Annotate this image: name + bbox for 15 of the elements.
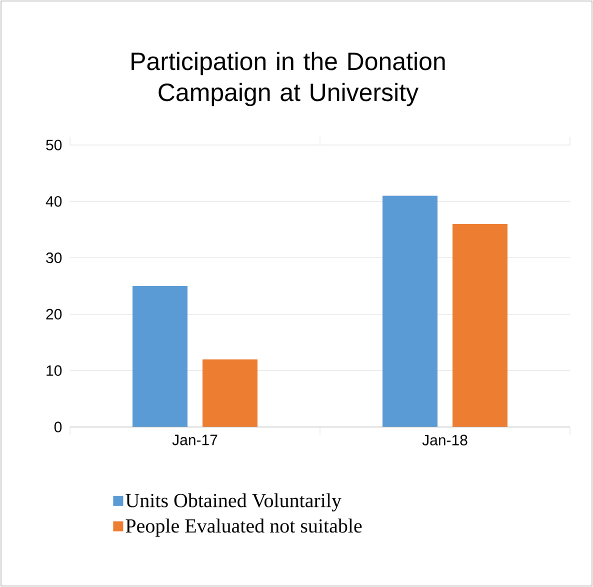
- chart-title: Participation in the Donation Campaign at University: [132, 52, 445, 106]
- x-tick-label: Jan-18: [422, 434, 468, 446]
- bar: [382, 196, 438, 427]
- bar: [202, 359, 258, 427]
- x-tick-label: Jan-17: [172, 434, 218, 446]
- y-tick-label: 10: [46, 365, 62, 376]
- y-tick-label: 40: [46, 196, 62, 207]
- legend-label: People Evaluated not suitable: [126, 518, 362, 537]
- y-tick-label: 20: [46, 308, 62, 320]
- bar: [452, 224, 508, 427]
- y-tick-label: 0: [54, 422, 62, 432]
- legend-label: Units Obtained Voluntarily: [126, 493, 342, 512]
- y-tick-label: 30: [46, 252, 62, 264]
- y-tick-label: 50: [46, 140, 62, 150]
- bar: [132, 286, 188, 427]
